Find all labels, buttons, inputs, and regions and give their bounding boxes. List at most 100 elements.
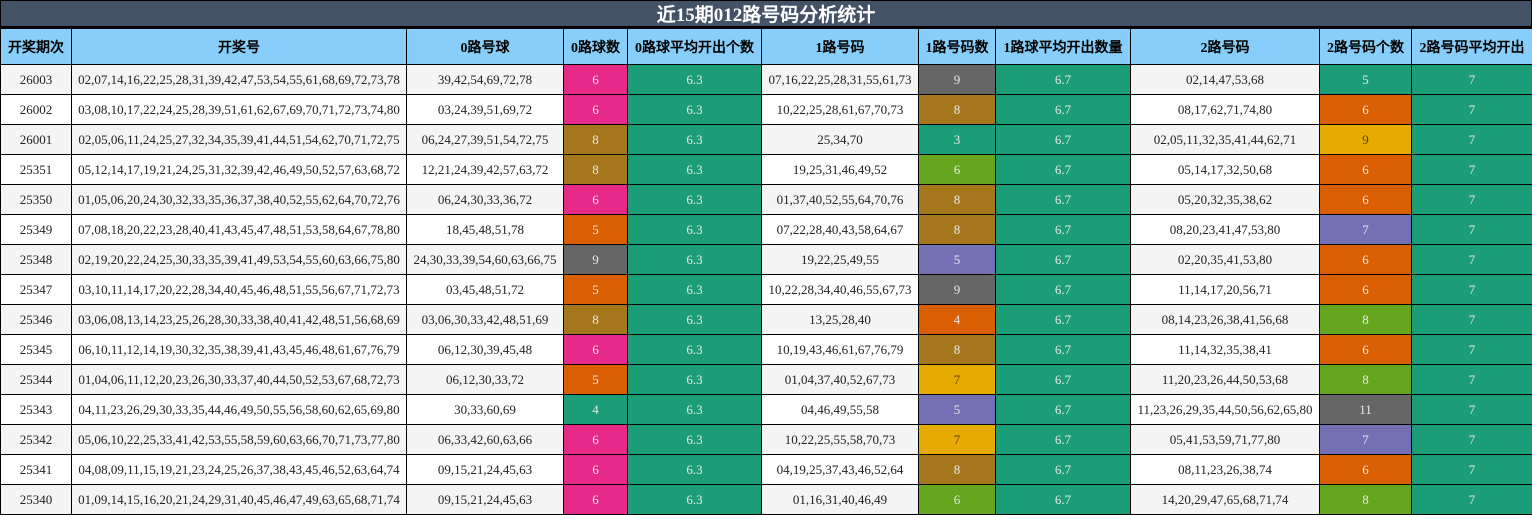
route0-avg-cell: 6.3 [627, 334, 762, 365]
route0-balls-cell: 09,15,21,24,45,63 [406, 454, 564, 485]
route0-balls-cell: 03,06,30,33,42,48,51,69 [406, 304, 564, 335]
draw-numbers-cell: 02,19,20,22,24,25,30,33,35,39,41,49,53,5… [71, 244, 407, 275]
issue-cell: 25351 [0, 154, 72, 185]
route2-count-cell: 8 [1319, 304, 1412, 335]
route1-avg-cell: 6.7 [995, 154, 1131, 185]
table-row: 25350 01,05,06,20,24,30,32,33,35,36,37,38… [0, 184, 1532, 215]
issue-cell: 26003 [0, 64, 72, 95]
route1-count-cell: 7 [918, 424, 996, 455]
col-header-route2-avg: 2路号码平均开出 [1411, 28, 1532, 65]
route2-balls-cell: 08,14,23,26,38,41,56,68 [1130, 304, 1320, 335]
route0-balls-cell: 30,33,60,69 [406, 394, 564, 425]
route1-balls-cell: 10,19,43,46,61,67,76,79 [761, 334, 919, 365]
route2-balls-cell: 11,14,17,20,56,71 [1130, 274, 1320, 305]
route2-avg-cell: 7 [1411, 454, 1532, 485]
draw-numbers-cell: 03,06,08,13,14,23,25,26,28,30,33,38,40,4… [71, 304, 407, 335]
table-row: 25345 06,10,11,12,14,19,30,32,35,38,39,41… [0, 334, 1532, 365]
draw-numbers-cell: 02,05,06,11,24,25,27,32,34,35,39,41,44,5… [71, 124, 407, 155]
route2-balls-cell: 05,41,53,59,71,77,80 [1130, 424, 1320, 455]
route1-avg-cell: 6.7 [995, 214, 1131, 245]
route0-avg-cell: 6.3 [627, 394, 762, 425]
table-row: 25346 03,06,08,13,14,23,25,26,28,30,33,38… [0, 304, 1532, 335]
route0-count-cell: 6 [563, 454, 628, 485]
route1-count-cell: 9 [918, 64, 996, 95]
route0-count-cell: 8 [563, 154, 628, 185]
header-row: 开奖期次 开奖号 0路号球 0路球数 0路球平均开出个数 1路号码 1路号码数 … [0, 28, 1532, 65]
col-header-route2-balls: 2路号码 [1130, 28, 1320, 65]
route1-balls-cell: 10,22,28,34,40,46,55,67,73 [761, 274, 919, 305]
issue-cell: 26001 [0, 124, 72, 155]
route0-balls-cell: 09,15,21,24,45,63 [406, 484, 564, 515]
route1-balls-cell: 07,22,28,40,43,58,64,67 [761, 214, 919, 245]
route2-balls-cell: 11,14,32,35,38,41 [1130, 334, 1320, 365]
route2-avg-cell: 7 [1411, 364, 1532, 395]
route1-avg-cell: 6.7 [995, 274, 1131, 305]
route0-avg-cell: 6.3 [627, 184, 762, 215]
route1-count-cell: 3 [918, 124, 996, 155]
draw-numbers-cell: 06,10,11,12,14,19,30,32,35,38,39,41,43,4… [71, 334, 407, 365]
issue-cell: 25344 [0, 364, 72, 395]
issue-cell: 25340 [0, 484, 72, 515]
route2-balls-cell: 08,17,62,71,74,80 [1130, 94, 1320, 125]
route2-balls-cell: 14,20,29,47,65,68,71,74 [1130, 484, 1320, 515]
route2-count-cell: 5 [1319, 64, 1412, 95]
route2-balls-cell: 11,23,26,29,35,44,50,56,62,65,80 [1130, 394, 1320, 425]
route2-balls-cell: 02,05,11,32,35,41,44,62,71 [1130, 124, 1320, 155]
route0-avg-cell: 6.3 [627, 304, 762, 335]
route0-balls-cell: 12,21,24,39,42,57,63,72 [406, 154, 564, 185]
draw-numbers-cell: 04,11,23,26,29,30,33,35,44,46,49,50,55,5… [71, 394, 407, 425]
route1-avg-cell: 6.7 [995, 184, 1131, 215]
issue-cell: 25341 [0, 454, 72, 485]
route2-count-cell: 6 [1319, 94, 1412, 125]
route0-avg-cell: 6.3 [627, 424, 762, 455]
route0-count-cell: 4 [563, 394, 628, 425]
route1-count-cell: 8 [918, 184, 996, 215]
route2-balls-cell: 02,14,47,53,68 [1130, 64, 1320, 95]
col-header-route0-count: 0路球数 [563, 28, 628, 65]
route2-balls-cell: 02,20,35,41,53,80 [1130, 244, 1320, 275]
route2-count-cell: 8 [1319, 364, 1412, 395]
route1-avg-cell: 6.7 [995, 244, 1131, 275]
route1-balls-cell: 25,34,70 [761, 124, 919, 155]
draw-numbers-cell: 01,05,06,20,24,30,32,33,35,36,37,38,40,5… [71, 184, 407, 215]
route1-balls-cell: 19,22,25,49,55 [761, 244, 919, 275]
route1-count-cell: 8 [918, 94, 996, 125]
route0-balls-cell: 06,33,42,60,63,66 [406, 424, 564, 455]
table-row: 25340 01,09,14,15,16,20,21,24,29,31,40,45… [0, 484, 1532, 515]
route1-balls-cell: 01,04,37,40,52,67,73 [761, 364, 919, 395]
draw-numbers-cell: 03,08,10,17,22,24,25,28,39,51,61,62,67,6… [71, 94, 407, 125]
route1-avg-cell: 6.7 [995, 304, 1131, 335]
route1-balls-cell: 04,46,49,55,58 [761, 394, 919, 425]
route0-balls-cell: 06,24,30,33,36,72 [406, 184, 564, 215]
route2-avg-cell: 7 [1411, 334, 1532, 365]
table-row: 25342 05,06,10,22,25,33,41,42,53,55,58,59… [0, 424, 1532, 455]
route1-avg-cell: 6.7 [995, 394, 1131, 425]
col-header-route2-count: 2路号码个数 [1319, 28, 1412, 65]
route2-avg-cell: 7 [1411, 304, 1532, 335]
route2-count-cell: 7 [1319, 214, 1412, 245]
draw-numbers-cell: 07,08,18,20,22,23,28,40,41,43,45,47,48,5… [71, 214, 407, 245]
route2-avg-cell: 7 [1411, 274, 1532, 305]
route0-count-cell: 6 [563, 64, 628, 95]
route0-avg-cell: 6.3 [627, 94, 762, 125]
route2-balls-cell: 08,20,23,41,47,53,80 [1130, 214, 1320, 245]
route0-balls-cell: 06,24,27,39,51,54,72,75 [406, 124, 564, 155]
route2-count-cell: 6 [1319, 334, 1412, 365]
route0-balls-cell: 03,24,39,51,69,72 [406, 94, 564, 125]
route2-balls-cell: 08,11,23,26,38,74 [1130, 454, 1320, 485]
route1-count-cell: 7 [918, 364, 996, 395]
route1-count-cell: 8 [918, 454, 996, 485]
table-row: 25341 04,08,09,11,15,19,21,23,24,25,26,37… [0, 454, 1532, 485]
route0-avg-cell: 6.3 [627, 274, 762, 305]
route0-count-cell: 5 [563, 274, 628, 305]
draw-numbers-cell: 05,12,14,17,19,21,24,25,31,32,39,42,46,4… [71, 154, 407, 185]
route2-avg-cell: 7 [1411, 154, 1532, 185]
route0-balls-cell: 06,12,30,33,72 [406, 364, 564, 395]
draw-numbers-cell: 05,06,10,22,25,33,41,42,53,55,58,59,60,6… [71, 424, 407, 455]
route0-avg-cell: 6.3 [627, 364, 762, 395]
route1-count-cell: 6 [918, 484, 996, 515]
draw-numbers-cell: 02,07,14,16,22,25,28,31,39,42,47,53,54,5… [71, 64, 407, 95]
table-row: 25344 01,04,06,11,12,20,23,26,30,33,37,40… [0, 364, 1532, 395]
table-body: 26003 02,07,14,16,22,25,28,31,39,42,47,53… [0, 64, 1532, 515]
issue-cell: 25350 [0, 184, 72, 215]
